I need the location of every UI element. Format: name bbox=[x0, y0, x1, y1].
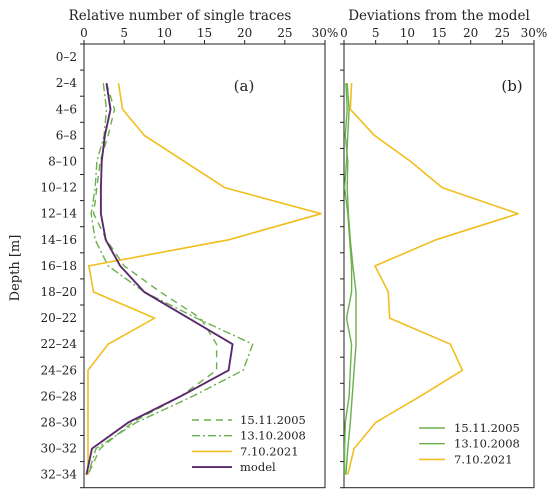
y-tick-label: 30–32 bbox=[40, 442, 77, 456]
panel-b-title: Deviations from the model bbox=[348, 8, 530, 24]
y-tick-label: 22–24 bbox=[40, 337, 77, 351]
legend-label: 13.10.2008 bbox=[454, 437, 520, 451]
x-tick-label: 10 bbox=[157, 26, 172, 40]
y-tick-label: 14–16 bbox=[40, 233, 77, 247]
series-line-15-11-2005 bbox=[87, 82, 218, 475]
y-tick-label: 20–22 bbox=[40, 311, 77, 325]
x-tick-label: 20 bbox=[463, 26, 478, 40]
series-line-7-10-2021 bbox=[87, 83, 322, 475]
y-tick-label: 26–28 bbox=[40, 389, 77, 403]
depth-axis-label: Depth [m] bbox=[8, 235, 23, 302]
x-tick-label: 30% bbox=[521, 26, 548, 40]
series-line-7-10-2021 bbox=[347, 83, 520, 475]
y-tick-label: 16–18 bbox=[40, 259, 77, 273]
panel-a-tag: (a) bbox=[234, 77, 255, 95]
y-tick-label: 32–34 bbox=[40, 468, 77, 482]
panel-a-title: Relative number of single traces bbox=[69, 8, 292, 24]
y-tick-label: 8–10 bbox=[48, 154, 77, 168]
x-tick-label: 5 bbox=[372, 26, 380, 40]
x-tick-label: 25 bbox=[277, 26, 292, 40]
x-tick-label: 25 bbox=[495, 26, 510, 40]
legend-label: 7.10.2021 bbox=[454, 452, 513, 466]
x-tick-label: 30% bbox=[312, 26, 339, 40]
legend-label: 13.10.2008 bbox=[240, 429, 306, 443]
y-tick-label: 6–8 bbox=[56, 128, 77, 142]
legend-label: 15.11.2005 bbox=[240, 413, 306, 427]
x-tick-label: 0 bbox=[340, 26, 348, 40]
x-tick-label: 0 bbox=[80, 26, 88, 40]
y-tick-label: 4–6 bbox=[56, 102, 77, 116]
legend-label: model bbox=[240, 460, 276, 474]
x-tick-label: 5 bbox=[120, 26, 128, 40]
series-line-13-10-2008 bbox=[87, 83, 254, 475]
x-tick-label: 15 bbox=[197, 26, 212, 40]
y-tick-label: 2–4 bbox=[56, 76, 78, 90]
panel-b-deviations: Deviations from the model (b) 0 5 10 15 20 25… bbox=[340, 8, 548, 489]
x-tick-label: 15 bbox=[431, 26, 446, 40]
panel-a-relative-traces: Relative number of single traces Depth [… bbox=[8, 8, 339, 489]
y-tick-label: 0–2 bbox=[56, 50, 77, 64]
series-line-model bbox=[85, 83, 234, 475]
y-tick-label: 12–14 bbox=[40, 207, 77, 221]
x-tick-label: 10 bbox=[400, 26, 415, 40]
legend-label: 7.10.2021 bbox=[240, 444, 299, 458]
x-tick-label: 20 bbox=[237, 26, 252, 40]
y-tick-label: 28–30 bbox=[40, 415, 77, 429]
series-line-13-10-2008 bbox=[344, 83, 357, 475]
y-tick-label: 18–20 bbox=[40, 285, 77, 299]
y-tick-label: 10–12 bbox=[40, 181, 77, 195]
panel-b-tag: (b) bbox=[501, 77, 522, 95]
y-tick-label: 24–26 bbox=[40, 363, 77, 377]
legend-label: 15.11.2005 bbox=[454, 421, 520, 435]
